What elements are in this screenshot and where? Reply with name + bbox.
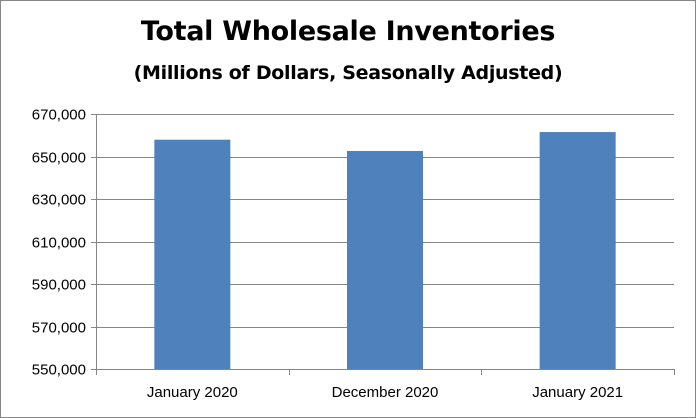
- bar: [154, 139, 231, 369]
- bars: [154, 132, 616, 369]
- y-tick-label: 630,000: [32, 192, 86, 209]
- y-tick-label: 550,000: [32, 362, 86, 379]
- y-tick-label: 670,000: [32, 107, 86, 124]
- y-tick-label: 610,000: [32, 235, 86, 252]
- chart-title: Total Wholesale Inventories: [140, 16, 556, 47]
- y-tick-label: 590,000: [32, 277, 86, 294]
- tick-labels: 550,000 570,000 590,000 610,000 630,000 650,0…: [32, 107, 623, 402]
- bar: [347, 150, 423, 369]
- axes: [91, 114, 675, 375]
- x-tick-label: January 2021: [532, 384, 623, 401]
- chart-subtitle: (Millions of Dollars, Seasonally Adjuste…: [133, 62, 563, 84]
- x-tick-label: December 2020: [332, 384, 439, 401]
- y-tick-label: 650,000: [32, 150, 86, 167]
- y-tick-label: 570,000: [32, 320, 86, 337]
- bar: [539, 132, 616, 369]
- x-tick-label: January 2020: [147, 384, 238, 401]
